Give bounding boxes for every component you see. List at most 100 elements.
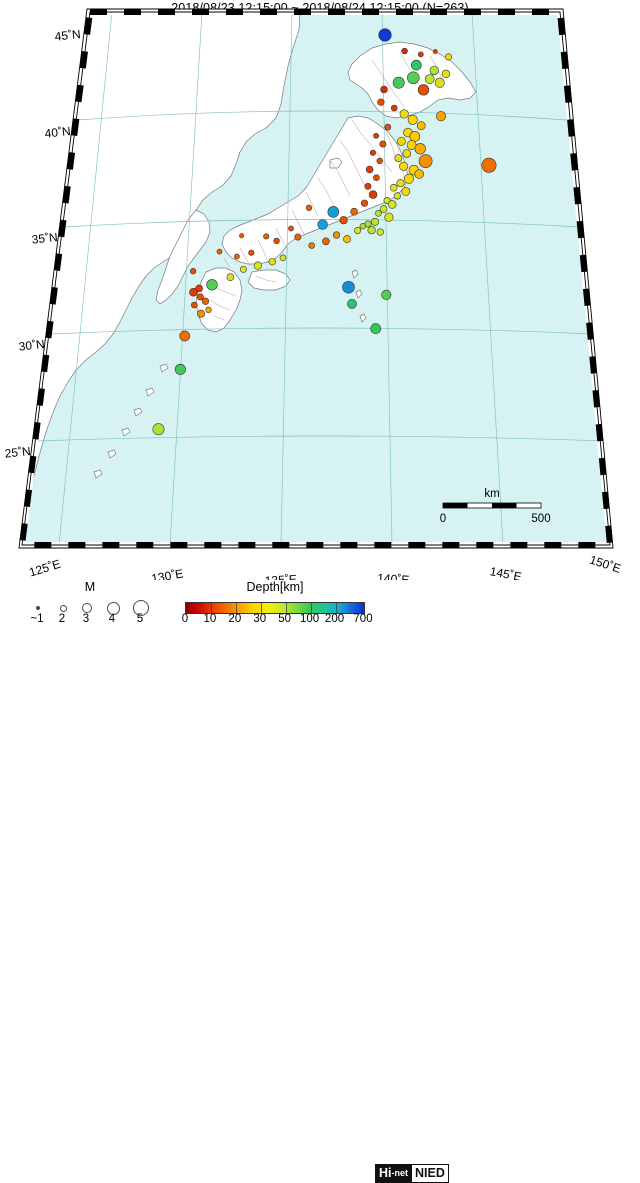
epicenter-marker[interactable] [407,114,418,125]
epicenter-marker[interactable] [367,226,376,235]
epicenter-marker[interactable] [248,249,255,256]
epicenter-marker[interactable] [378,28,392,42]
epicenter-marker[interactable] [401,47,408,55]
epicenter-layer[interactable] [152,28,497,436]
epicenter-marker[interactable] [399,109,409,119]
epicenter-marker[interactable] [370,323,382,334]
epicenter-marker[interactable] [226,273,235,281]
epicenter-marker[interactable] [195,284,203,293]
epicenter-marker[interactable] [371,217,379,226]
epicenter-marker[interactable] [424,74,435,84]
depth-colorbar-tick [335,603,337,613]
epicenter-marker[interactable] [268,258,276,266]
epicenter-marker[interactable] [190,301,198,309]
epicenter-marker[interactable] [347,299,357,309]
epicenter-marker[interactable] [403,173,415,184]
epicenter-marker[interactable] [279,254,287,262]
epicenter-marker[interactable] [380,85,388,94]
epicenter-marker[interactable] [390,104,398,112]
epicenter-marker[interactable] [393,192,401,200]
epicenter-marker[interactable] [369,149,376,156]
epicenter-marker[interactable] [179,330,191,342]
epicenter-marker[interactable] [368,190,378,199]
epicenter-marker[interactable] [308,242,316,249]
epicenter-marker[interactable] [375,209,382,217]
epicenter-marker[interactable] [414,169,424,179]
epicenter-marker[interactable] [396,179,405,188]
epicenter-marker[interactable] [387,200,397,209]
graticule [35,12,610,545]
epicenter-marker[interactable] [417,84,430,96]
epicenter-marker[interactable] [379,140,387,148]
epicenter-marker[interactable] [342,280,355,294]
epicenter-marker[interactable] [152,423,165,436]
epicenter-marker[interactable] [364,182,372,190]
epicenter-marker[interactable] [376,157,383,165]
epicenter-marker[interactable] [273,237,280,245]
epicenter-marker[interactable] [189,268,197,275]
epicenter-marker[interactable] [445,53,452,61]
epicenter-marker[interactable] [327,206,340,218]
epicenter-marker[interactable] [416,121,426,131]
epicenter-marker[interactable] [435,111,447,122]
epicenter-marker[interactable] [360,199,369,207]
epicenter-marker[interactable] [407,71,420,85]
epicenter-marker[interactable] [253,261,262,270]
epicenter-marker[interactable] [373,174,380,182]
epicenter-marker[interactable] [234,253,240,260]
epicenter-marker[interactable] [239,233,245,239]
epicenter-marker[interactable] [196,293,204,301]
epicenter-marker[interactable] [174,363,186,375]
epicenter-marker[interactable] [402,149,412,158]
epicenter-marker[interactable] [359,223,366,230]
epicenter-marker[interactable] [381,289,392,300]
epicenter-marker[interactable] [410,59,422,71]
epicenter-marker[interactable] [365,165,374,174]
epicenter-marker[interactable] [197,309,205,318]
epicenter-marker[interactable] [434,77,445,88]
epicenter-marker[interactable] [399,161,409,171]
epicenter-marker[interactable] [392,76,405,89]
epicenter-marker[interactable] [481,157,497,173]
depth-colorbar-tick [310,603,312,613]
epicenter-marker[interactable] [288,225,294,232]
epicenter-marker[interactable] [322,237,330,246]
epicenter-marker[interactable] [354,227,362,234]
legend-bar: M ~1 2 3 4 5 Depth[km] 0 10 20 30 50 100 200 700 Hi… [0,578,640,1183]
epicenter-marker[interactable] [189,288,198,297]
epicenter-marker[interactable] [216,248,223,255]
epicenter-marker[interactable] [383,197,391,204]
map-canvas[interactable]: 45˚N 40˚N 35˚N 30˚N 25˚N 125˚E 130˚E 135… [0,0,640,580]
lon-label: 135˚E [264,572,297,580]
epicenter-marker[interactable] [263,233,270,240]
epicenter-marker[interactable] [343,235,351,244]
epicenter-marker[interactable] [317,219,328,230]
epicenter-marker[interactable] [429,65,440,76]
epicenter-marker[interactable] [409,131,421,142]
epicenter-marker[interactable] [401,186,411,196]
epicenter-marker[interactable] [373,132,379,139]
epicenter-marker[interactable] [305,204,313,211]
epicenter-marker[interactable] [417,51,424,58]
epicenter-marker[interactable] [384,212,394,222]
epicenter-marker[interactable] [339,216,348,225]
epicenter-marker[interactable] [418,154,433,168]
epicenter-marker[interactable] [432,49,438,54]
epicenter-marker[interactable] [201,297,210,305]
epicenter-marker[interactable] [414,143,426,155]
epicenter-marker[interactable] [379,205,388,213]
epicenter-marker[interactable] [394,154,403,163]
epicenter-marker[interactable] [205,306,212,314]
epicenter-marker[interactable] [396,136,406,146]
epicenter-marker[interactable] [294,233,302,241]
epicenter-marker[interactable] [384,123,392,131]
epicenter-marker[interactable] [441,69,451,79]
epicenter-marker[interactable] [206,279,218,291]
seismicity-map[interactable]: 45˚N 40˚N 35˚N 30˚N 25˚N 125˚E 130˚E 135… [0,0,640,580]
epicenter-marker[interactable] [239,265,247,273]
epicenter-marker[interactable] [332,231,341,239]
epicenter-marker[interactable] [389,183,398,192]
epicenter-marker[interactable] [376,228,384,236]
epicenter-marker[interactable] [350,207,358,216]
epicenter-marker[interactable] [377,98,385,106]
